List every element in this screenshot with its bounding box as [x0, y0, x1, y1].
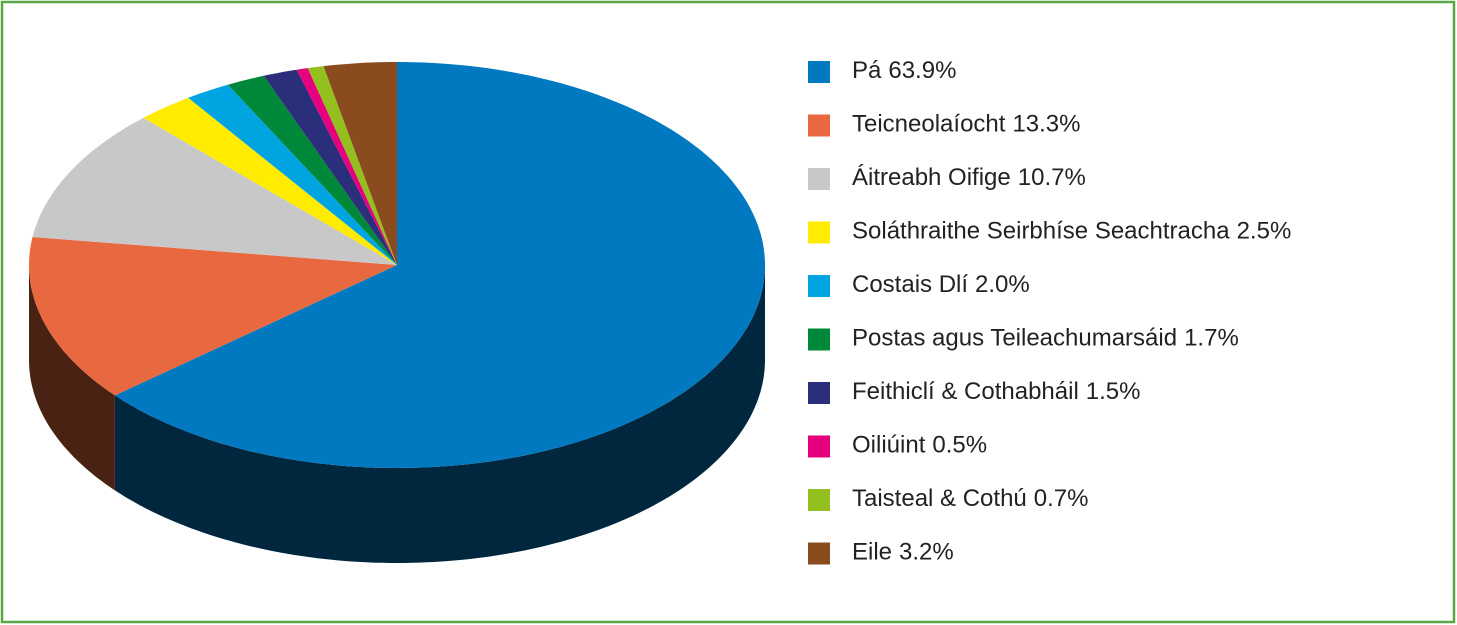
legend-label: Oiliúint 0.5%: [852, 432, 987, 459]
legend-swatch: [808, 221, 830, 244]
legend-label: Soláthraithe Seirbhíse Seachtracha 2.5%: [852, 218, 1291, 245]
legend-category: Soláthraithe Seirbhíse Seachtracha: [852, 218, 1230, 245]
slice: [32, 117, 397, 266]
legend-value: 0.5%: [932, 432, 987, 459]
legend-value: 63.9%: [888, 57, 956, 84]
legend-swatch: [808, 275, 830, 297]
slice: [296, 68, 397, 265]
slice: [29, 237, 397, 396]
legend-category: Oiliúint: [852, 432, 926, 459]
legend-swatch: [808, 382, 830, 404]
legend-label: Costais Dlí 2.0%: [852, 271, 1030, 298]
slice: [227, 75, 397, 265]
slice: [307, 66, 397, 265]
legend-label: Teicneolaíocht 13.3%: [852, 111, 1081, 138]
legend-category: Teicneolaíocht: [852, 111, 1006, 138]
legend-value: 10.7%: [1018, 164, 1086, 191]
legend-category: Pá: [852, 57, 882, 84]
legend-swatch: [808, 114, 830, 137]
legend-value: 2.0%: [975, 271, 1030, 298]
legend-category: Taisteal & Cothú: [852, 485, 1027, 512]
slice: [114, 62, 765, 468]
legend-value: 3.2%: [899, 539, 954, 566]
legend-category: Áitreabh Oifige: [852, 164, 1011, 191]
legend-label: Eile 3.2%: [852, 539, 954, 566]
legend-label: Feithiclí & Cothabháil 1.5%: [852, 378, 1140, 405]
legend-value: 2.5%: [1237, 218, 1292, 245]
legend-label: Taisteal & Cothú 0.7%: [852, 485, 1088, 512]
legend-swatch: [808, 168, 830, 190]
slice: [188, 84, 397, 265]
legend-label: Áitreabh Oifige 10.7%: [852, 164, 1086, 191]
slice-side: [114, 265, 765, 563]
slice: [143, 97, 397, 265]
legend-swatch: [808, 328, 830, 351]
legend-swatch: [808, 61, 830, 83]
slice: [323, 62, 397, 265]
slice-side: [29, 265, 115, 491]
legend-label: Pá 63.9%: [852, 57, 956, 84]
slice: [263, 69, 397, 265]
legend-category: Postas agus Teileachumarsáid: [852, 325, 1177, 352]
legend-swatch: [808, 542, 830, 565]
legend-category: Feithiclí & Cothabháil: [852, 378, 1079, 405]
legend-label: Postas agus Teileachumarsáid 1.7%: [852, 325, 1239, 352]
legend-value: 13.3%: [1012, 111, 1080, 138]
legend-swatch: [808, 489, 830, 511]
legend-value: 1.5%: [1086, 378, 1141, 405]
legend-category: Eile: [852, 539, 892, 566]
legend-value: 0.7%: [1034, 485, 1089, 512]
legend-value: 1.7%: [1184, 325, 1239, 352]
legend-category: Costais Dlí: [852, 271, 968, 298]
legend-swatch: [808, 435, 830, 458]
